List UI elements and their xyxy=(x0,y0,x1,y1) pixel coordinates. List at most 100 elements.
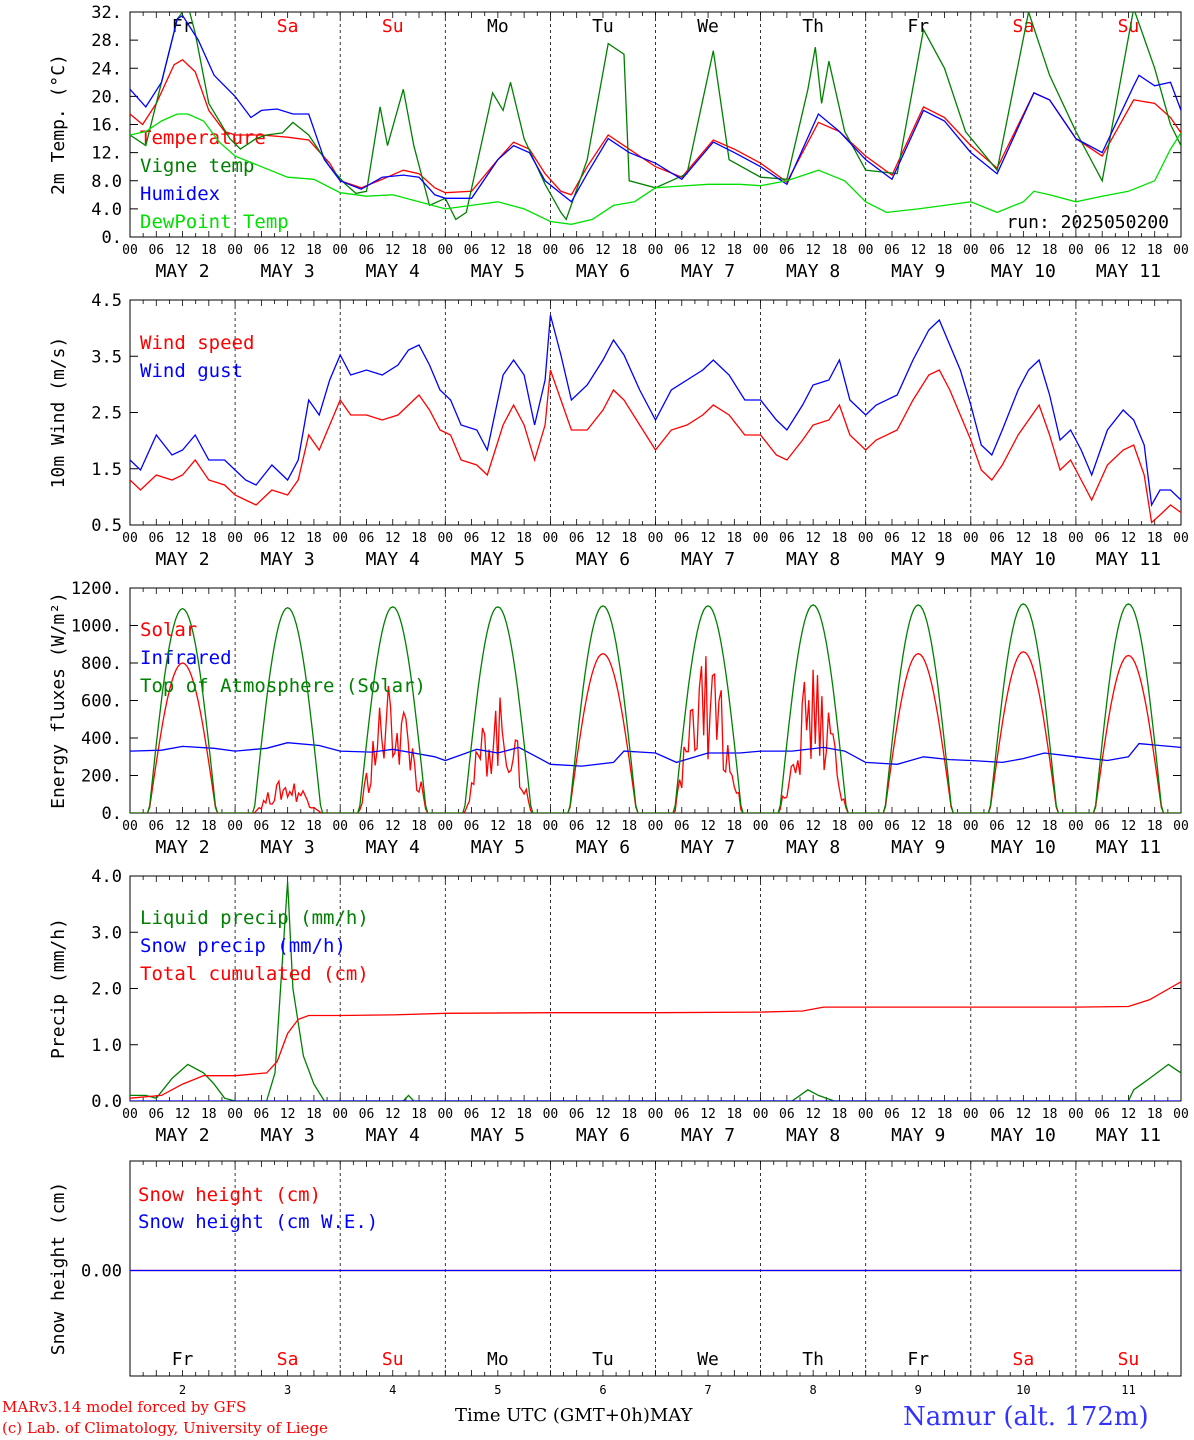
x-hour-label: 06 xyxy=(779,531,795,546)
day-name-label: Fr xyxy=(907,16,929,37)
x-date-label: MAY 3 xyxy=(261,837,315,858)
x-hour-label: 12 xyxy=(595,1107,611,1122)
x-hour-label: 06 xyxy=(1094,1107,1110,1122)
x-hour-label: 00 xyxy=(227,819,243,834)
x-hour-label: 12 xyxy=(490,531,506,546)
station-name: Namur (alt. 172m) xyxy=(903,1402,1149,1432)
x-hour-label: 18 xyxy=(306,1107,322,1122)
x-date-label: MAY 5 xyxy=(471,261,525,282)
x-hour-label: 06 xyxy=(359,1107,375,1122)
y-tick-label: 200. xyxy=(81,767,122,787)
x-date-label: MAY 2 xyxy=(155,261,209,282)
x-hour-label: 00 xyxy=(858,819,874,834)
x-hour-label: 06 xyxy=(1094,531,1110,546)
x-date-label: MAY 3 xyxy=(261,1125,315,1146)
x-hour-label: 00 xyxy=(1068,1107,1084,1122)
x-hour-label: 06 xyxy=(359,531,375,546)
x-hour-label: 12 xyxy=(1016,531,1032,546)
x-hour-label: 00 xyxy=(858,243,874,258)
x-hour-label: 12 xyxy=(700,819,716,834)
x-hour-label: 06 xyxy=(148,819,164,834)
x-hour-label: 12 xyxy=(805,819,821,834)
y-tick-label: 2.5 xyxy=(91,404,122,424)
y-tick-label: 28. xyxy=(91,31,122,51)
x-hour-label: 00 xyxy=(963,243,979,258)
x-date-label: MAY 4 xyxy=(366,549,420,570)
legend-entry: Solar xyxy=(140,619,197,641)
y-tick-label: 12. xyxy=(91,144,122,164)
day-number-label: 7 xyxy=(704,1383,711,1397)
x-hour-label: 18 xyxy=(937,243,953,258)
x-hour-label: 06 xyxy=(674,819,690,834)
day-number-label: 3 xyxy=(284,1383,291,1397)
series-line xyxy=(130,113,1181,225)
x-hour-label: 06 xyxy=(884,1107,900,1122)
x-hour-label: 00 xyxy=(332,1107,348,1122)
x-hour-label: 06 xyxy=(464,1107,480,1122)
x-hour-label: 18 xyxy=(306,819,322,834)
y-tick-label: 0. xyxy=(102,804,122,824)
series-line xyxy=(130,369,1181,524)
x-hour-label: 12 xyxy=(175,819,191,834)
x-hour-label: 00 xyxy=(332,243,348,258)
x-date-label: MAY 5 xyxy=(471,837,525,858)
credit-model: MARv3.14 model forced by GFS xyxy=(2,1398,247,1416)
x-date-label: MAY 9 xyxy=(891,549,945,570)
x-hour-label: 18 xyxy=(411,243,427,258)
x-date-label: MAY 6 xyxy=(576,837,630,858)
y-axis-label: Precip (mm/h) xyxy=(48,918,69,1059)
x-hour-label: 18 xyxy=(1042,819,1058,834)
x-hour-label: 12 xyxy=(1016,819,1032,834)
y-tick-label: 3.0 xyxy=(91,923,122,943)
panel-3: 0. 200. 400. 600. 800. 1000. 1200.Energy fluxe… xyxy=(48,579,1189,858)
x-hour-label: 06 xyxy=(779,243,795,258)
day-number-label: 5 xyxy=(494,1383,501,1397)
x-hour-label: 18 xyxy=(621,819,637,834)
x-hour-label: 06 xyxy=(464,531,480,546)
x-date-label: MAY 7 xyxy=(681,837,735,858)
x-hour-label: 06 xyxy=(569,531,585,546)
x-hour-label: 18 xyxy=(621,243,637,258)
y-tick-label: 0.5 xyxy=(91,516,122,536)
x-hour-label: 06 xyxy=(569,1107,585,1122)
y-tick-label: 800. xyxy=(81,654,122,674)
x-hour-label: 12 xyxy=(280,243,296,258)
series-line xyxy=(130,603,1181,813)
y-tick-label: 4.0 xyxy=(91,200,122,220)
day-name-label: Su xyxy=(1118,16,1140,37)
day-name-label: Sa xyxy=(1013,1349,1035,1370)
x-hour-label: 00 xyxy=(122,1107,138,1122)
x-hour-label: 06 xyxy=(464,243,480,258)
legend-entry: Wind gust xyxy=(140,360,243,382)
x-hour-label: 12 xyxy=(175,243,191,258)
x-hour-label: 12 xyxy=(1121,243,1137,258)
x-hour-label: 18 xyxy=(726,819,742,834)
x-date-label: MAY 10 xyxy=(991,261,1056,282)
x-hour-label: 18 xyxy=(411,1107,427,1122)
panel-5: 0.00 Snow height (cm) Fr 2 Sa 3 Su 4 Mo 5 Tu 6 We 7 Th… xyxy=(48,1160,1182,1397)
x-hour-label: 00 xyxy=(1173,531,1189,546)
legend-entry: Liquid precip (mm/h) xyxy=(140,907,369,929)
x-date-label: MAY 2 xyxy=(155,549,209,570)
x-hour-label: 00 xyxy=(648,531,664,546)
day-number-label: 4 xyxy=(389,1383,396,1397)
x-hour-label: 00 xyxy=(753,243,769,258)
x-hour-label: 00 xyxy=(1068,531,1084,546)
x-hour-label: 00 xyxy=(227,243,243,258)
x-hour-label: 18 xyxy=(516,243,532,258)
x-hour-label: 06 xyxy=(779,819,795,834)
x-hour-label: 12 xyxy=(700,531,716,546)
x-date-label: MAY 8 xyxy=(786,837,840,858)
day-name-label: Fr xyxy=(172,1349,194,1370)
x-hour-label: 18 xyxy=(1042,1107,1058,1122)
day-name-label: Th xyxy=(802,1349,824,1370)
x-hour-label: 06 xyxy=(884,819,900,834)
x-hour-label: 18 xyxy=(937,819,953,834)
x-hour-label: 00 xyxy=(1068,243,1084,258)
series-line xyxy=(130,651,1181,813)
x-hour-label: 18 xyxy=(1147,531,1163,546)
x-hour-label: 18 xyxy=(832,243,848,258)
y-axis-label: Energy fluxes (W/m²) xyxy=(48,592,69,809)
x-date-label: MAY 10 xyxy=(991,549,1056,570)
